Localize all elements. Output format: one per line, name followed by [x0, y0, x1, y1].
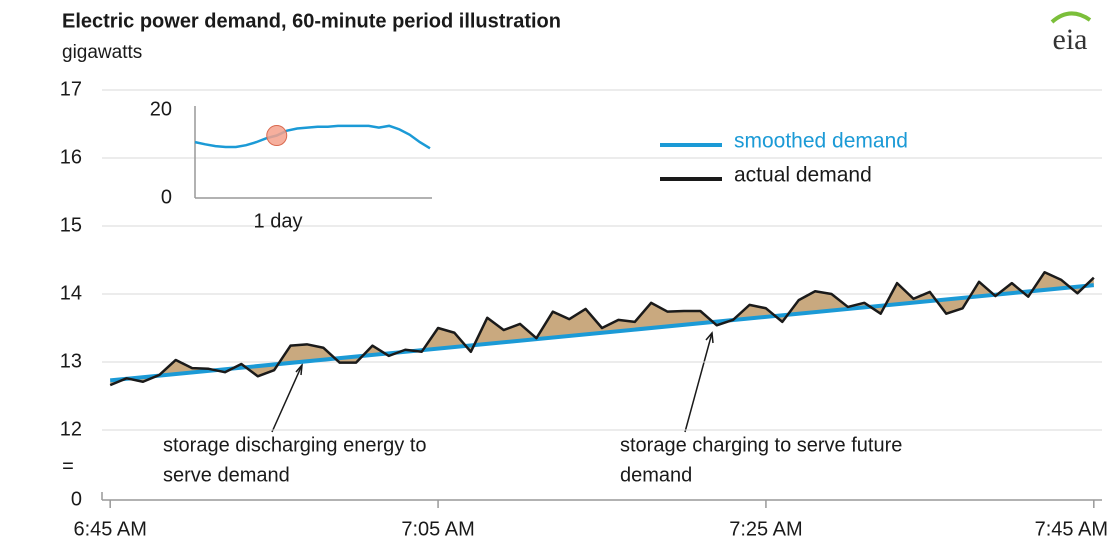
- line-1: [109, 270, 1095, 387]
- annotation-arrow: [271, 364, 303, 433]
- chart-title: Electric power demand, 60-minute period …: [62, 10, 561, 32]
- legend-label: actual demand: [734, 164, 872, 187]
- x-tick-label: 7:25 AM: [729, 518, 802, 540]
- y-tick-label: 13: [60, 350, 82, 372]
- x-tick-label: 6:45 AM: [74, 518, 147, 540]
- y-tick-label: 14: [60, 282, 82, 304]
- y-tick-label: 12: [60, 418, 82, 440]
- line-0: [110, 283, 1094, 383]
- inset-y-tick-label: 0: [161, 186, 172, 208]
- logo: eia: [1053, 23, 1088, 56]
- arrow-head: [295, 362, 303, 376]
- legend-label: smoothed demand: [734, 130, 908, 153]
- inset-line: [194, 124, 431, 150]
- chart-subtitle: gigawatts: [62, 42, 142, 63]
- axis-break: =: [62, 455, 74, 477]
- logo-arc: [1050, 11, 1092, 24]
- y-tick-label: 16: [60, 146, 82, 168]
- annotation: demand: [620, 464, 692, 486]
- x-tick-label: 7:05 AM: [401, 518, 474, 540]
- annotation: storage charging to serve future: [620, 434, 902, 456]
- y-tick-label: 17: [60, 78, 82, 100]
- arrow-head: [705, 331, 714, 344]
- annotation-arrow: [684, 332, 713, 433]
- x-tick-label: 7:45 AM: [1035, 518, 1108, 540]
- y-tick-label: 0: [71, 488, 82, 510]
- annotation: serve demand: [163, 464, 290, 486]
- annotation: storage discharging energy to: [163, 434, 427, 456]
- inset-highlight: [266, 125, 288, 147]
- inset-x-label: 1 day: [254, 210, 303, 232]
- inset-y-tick-label: 20: [150, 98, 172, 120]
- y-tick-label: 15: [60, 214, 82, 236]
